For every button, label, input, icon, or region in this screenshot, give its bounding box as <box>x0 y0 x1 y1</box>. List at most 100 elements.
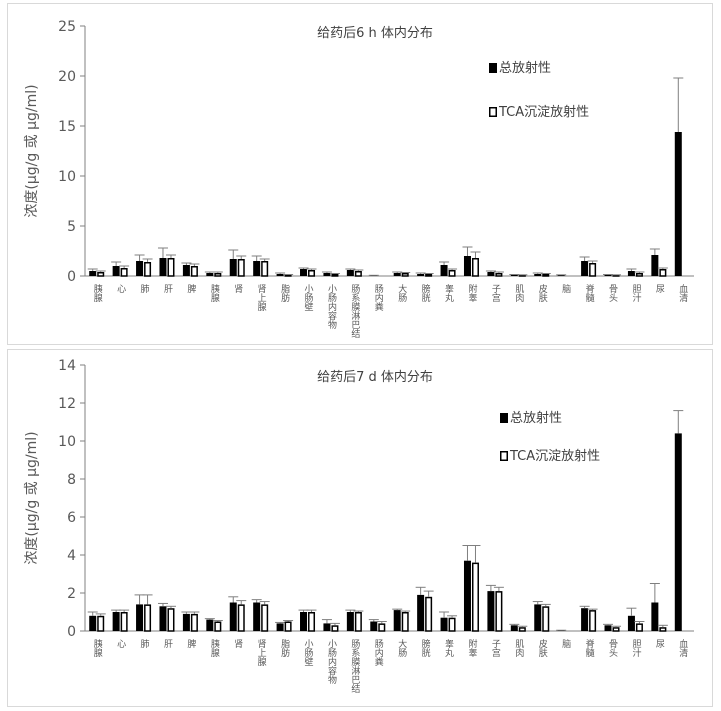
x-tick-label: 脑 <box>560 283 571 294</box>
bar-tca-radioactivity <box>167 258 175 277</box>
legend-label: 总放射性 <box>499 60 551 76</box>
bar-tca-radioactivity <box>190 613 198 632</box>
x-tick-label: 膀胱 <box>420 283 431 303</box>
x-tick-label: 肺 <box>139 639 150 649</box>
x-tick-label: 脊髓 <box>584 638 595 658</box>
bar-total-radioactivity <box>346 270 354 276</box>
bar-total-radioactivity <box>346 612 354 631</box>
bar-tca-radioactivity <box>237 604 245 632</box>
y-tick-label: 14 <box>58 358 76 374</box>
x-tick-label: 胰腺 <box>209 283 220 303</box>
bar-total-radioactivity <box>581 608 589 631</box>
legend-label: TCA沉淀放射性 <box>509 448 600 464</box>
y-tick-label: 0 <box>67 269 76 285</box>
y-tick-label: 25 <box>58 19 76 35</box>
bar-tca-radioactivity <box>354 271 362 277</box>
x-tick-label: 肠内粪 <box>373 284 384 312</box>
bar-total-radioactivity <box>159 606 167 631</box>
bar-tca-radioactivity <box>448 617 456 632</box>
x-tick-label: 胰腺 <box>92 283 103 303</box>
x-tick-label: 肝 <box>162 284 173 294</box>
bar-tca-radioactivity <box>612 627 620 632</box>
x-tick-label: 膀胱 <box>420 638 431 658</box>
bar-total-radioactivity <box>300 612 308 631</box>
x-tick-label: 脾 <box>185 283 196 294</box>
bar-total-radioactivity <box>136 604 144 631</box>
bar-tca-radioactivity <box>144 262 152 277</box>
bar-tca-radioactivity <box>331 625 339 632</box>
x-tick-label: 肾上腺 <box>256 639 267 667</box>
x-tick-label: 肾上腺 <box>256 284 267 312</box>
x-tick-label: 肠内粪 <box>373 639 384 667</box>
x-tick-label: 脊髓 <box>584 283 595 303</box>
y-tick-label: 8 <box>67 472 76 488</box>
y-tick-label: 0 <box>67 624 76 640</box>
x-tick-label: 骨头 <box>607 284 618 303</box>
bar-total-radioactivity <box>674 433 682 631</box>
bar-tca-radioactivity <box>214 273 222 277</box>
x-tick-label: 皮肤 <box>537 283 548 303</box>
x-tick-label: 脾 <box>185 638 196 649</box>
x-tick-label: 附睾 <box>466 283 477 302</box>
x-tick-label: 肠系膜淋巴结 <box>349 639 360 694</box>
x-tick-label: 肝 <box>162 639 173 649</box>
bar-tca-radioactivity <box>120 612 128 632</box>
bar-total-radioactivity <box>89 615 97 631</box>
x-tick-label: 小肠内容物 <box>326 284 337 330</box>
y-tick-label: 6 <box>67 510 76 526</box>
bar-tca-radioactivity <box>495 273 503 277</box>
x-tick-label: 大肠 <box>396 638 407 658</box>
bar-tca-radioactivity <box>425 274 433 277</box>
bar-tca-radioactivity <box>284 621 292 632</box>
legend-swatch-tca <box>489 107 497 117</box>
x-tick-label: 肌肉 <box>513 284 524 302</box>
bar-total-radioactivity <box>276 274 284 276</box>
bar-total-radioactivity <box>440 265 448 276</box>
bar-tca-radioactivity <box>542 606 550 632</box>
x-tick-label: 小肠内容物 <box>326 639 337 685</box>
bar-tca-radioactivity <box>308 270 316 277</box>
bar-total-radioactivity <box>534 604 542 631</box>
x-tick-label: 脂肪 <box>279 283 290 303</box>
x-tick-label: 肺 <box>139 284 150 294</box>
bar-tca-radioactivity <box>589 263 597 277</box>
bar-tca-radioactivity <box>635 623 643 632</box>
bar-total-radioactivity <box>487 591 495 631</box>
x-tick-label: 脑 <box>560 638 571 649</box>
bar-total-radioactivity <box>557 275 565 276</box>
x-tick-label: 子宫 <box>490 639 501 658</box>
x-tick-label: 血清 <box>677 638 688 658</box>
bar-total-radioactivity <box>253 602 261 631</box>
bar-tca-radioactivity <box>378 623 386 632</box>
bar-tca-radioactivity <box>144 604 152 632</box>
x-tick-label: 胆汁 <box>630 639 641 658</box>
bar-total-radioactivity <box>136 261 144 276</box>
x-tick-label: 皮肤 <box>537 638 548 658</box>
chart-title: 给药后7 d 体内分布 <box>317 369 433 385</box>
bar-total-radioactivity <box>440 617 448 631</box>
bar-tca-radioactivity <box>495 591 503 632</box>
x-tick-label: 肾 <box>232 639 242 649</box>
bar-total-radioactivity <box>206 619 214 631</box>
bar-tca-radioactivity <box>471 258 479 277</box>
x-tick-label: 心 <box>115 639 126 648</box>
bar-total-radioactivity <box>253 261 261 276</box>
x-tick-label: 小肠壁 <box>303 284 314 311</box>
x-tick-label: 小肠壁 <box>303 639 314 666</box>
bar-total-radioactivity <box>300 269 308 276</box>
bar-total-radioactivity <box>581 261 589 276</box>
bar-total-radioactivity <box>627 615 635 631</box>
legend-label: TCA沉淀放射性 <box>498 104 589 120</box>
bar-total-radioactivity <box>651 602 659 631</box>
x-tick-label: 肠系膜淋巴结 <box>349 284 360 339</box>
bar-tca-radioactivity <box>97 272 105 277</box>
bar-total-radioactivity <box>229 602 237 631</box>
bar-total-radioactivity <box>604 625 612 631</box>
legend-swatch-total <box>489 63 497 73</box>
bar-total-radioactivity <box>182 613 190 631</box>
bar-tca-radioactivity <box>214 621 222 632</box>
bar-tca-radioactivity <box>659 627 667 632</box>
bar-tca-radioactivity <box>659 269 667 277</box>
x-tick-label: 脂肪 <box>279 638 290 658</box>
